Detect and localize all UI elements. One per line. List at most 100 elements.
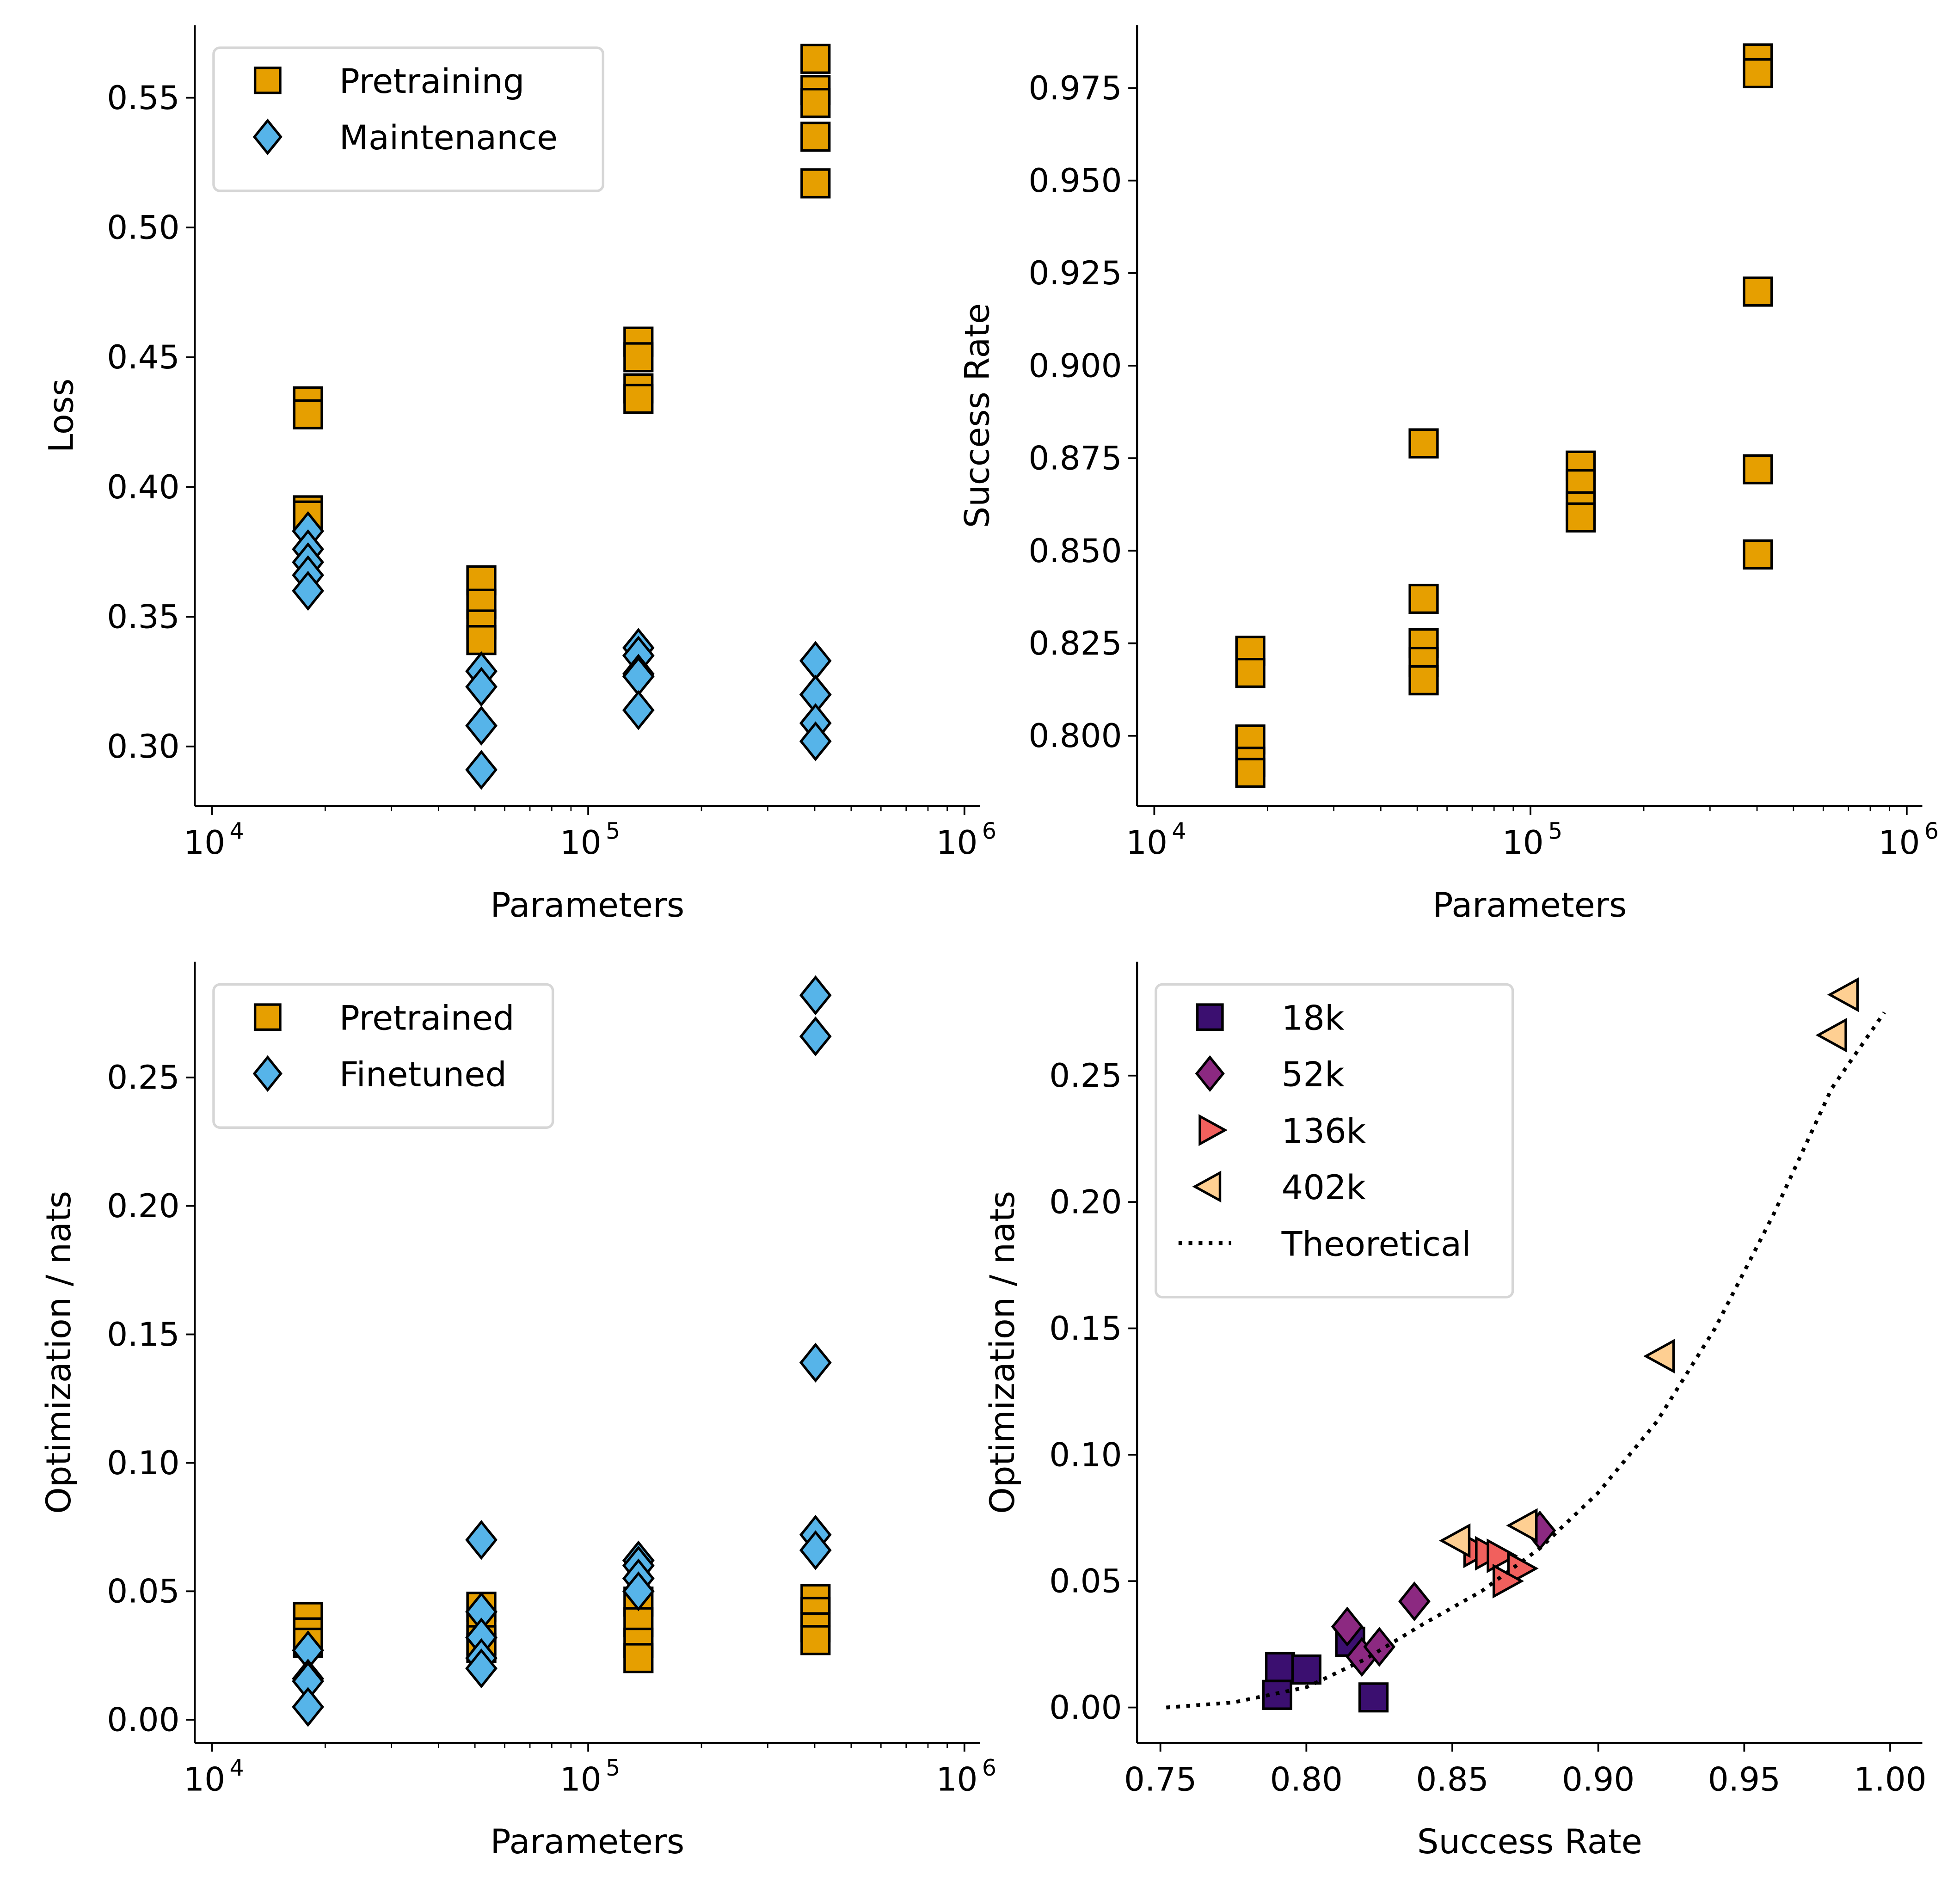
legend-label: Finetuned <box>339 1055 507 1095</box>
y-tick-label: 0.850 <box>1028 532 1122 570</box>
legend-marker-icon <box>252 1055 283 1092</box>
y-axis-label: Optimization / nats <box>983 1191 1022 1514</box>
chart-panel-br: 0.00 0.05 0.10 0.15 0.20 0.25 0.75 0.80 0.85 0.90… <box>983 962 1927 1862</box>
x-tick-label: 10 <box>184 823 225 862</box>
data-point <box>466 625 497 656</box>
data-point <box>465 705 498 746</box>
y-tick-label: 0.875 <box>1028 439 1122 478</box>
legend-label: Maintenance <box>339 118 558 158</box>
data-point <box>1331 1606 1364 1647</box>
data-point <box>1235 758 1266 788</box>
data-point <box>1363 1627 1396 1667</box>
legend-marker-icon <box>253 66 282 94</box>
y-tick-label: 0.55 <box>107 79 179 117</box>
y-tick-label: 0.950 <box>1028 161 1122 200</box>
y-tick-label: 0.10 <box>107 1444 179 1482</box>
series-theoretical <box>1166 1011 1886 1709</box>
data-point <box>799 1342 832 1383</box>
legend-marker-icon <box>1195 1055 1225 1092</box>
legend-box <box>212 46 605 192</box>
data-point <box>800 1625 831 1655</box>
x-axis-label: Parameters <box>1432 886 1627 925</box>
x-tick-label: 10 <box>184 1760 225 1798</box>
data-point <box>1743 454 1773 484</box>
x-tick-label: 10 <box>1879 823 1920 862</box>
y-tick-label: 0.40 <box>107 468 179 506</box>
y-axis-label: Optimization / nats <box>39 1191 79 1514</box>
y-tick-label: 0.25 <box>1049 1056 1122 1095</box>
series-pretrained <box>293 1584 831 1673</box>
legend-box <box>212 983 554 1129</box>
y-tick-label: 0.00 <box>107 1701 179 1739</box>
y-tick-label: 0.50 <box>107 208 179 247</box>
data-point <box>623 1643 654 1673</box>
x-axis-label: Success Rate <box>1417 1822 1642 1862</box>
data-point <box>1743 58 1773 89</box>
series-success-rate <box>1235 43 1773 788</box>
x-tick-label: 10 <box>560 823 602 862</box>
data-point <box>1235 658 1266 688</box>
y-tick-label: 0.20 <box>1049 1183 1122 1221</box>
x-tick-label: 10 <box>936 823 978 862</box>
x-tick-exponent: 4 <box>229 818 244 844</box>
y-tick-label: 0.975 <box>1028 69 1122 107</box>
data-point <box>800 88 831 118</box>
data-point <box>1566 502 1596 533</box>
data-point <box>1358 1682 1389 1713</box>
x-tick-exponent: 4 <box>229 1755 244 1781</box>
legend-marker-icon <box>1196 1003 1224 1031</box>
series-finetuned <box>292 975 832 1727</box>
x-axis-label: Parameters <box>490 1822 684 1862</box>
data-point <box>465 1648 498 1689</box>
x-tick-exponent: 4 <box>1172 818 1186 844</box>
legend: Pretrained Finetuned <box>212 983 554 1129</box>
data-point <box>800 122 831 152</box>
legend-box <box>1155 983 1514 1299</box>
legend-label: 402k <box>1282 1168 1366 1207</box>
data-point <box>1398 1581 1431 1622</box>
y-tick-label: 0.825 <box>1028 624 1122 662</box>
y-tick-label: 0.925 <box>1028 254 1122 292</box>
data-point <box>622 656 655 697</box>
data-point <box>1408 583 1439 614</box>
y-tick-label: 0.900 <box>1028 346 1122 385</box>
legend-label: 18k <box>1282 999 1345 1038</box>
data-point <box>1439 1523 1471 1558</box>
data-point <box>623 384 654 414</box>
data-point <box>622 690 655 730</box>
x-tick-label: 0.80 <box>1270 1760 1343 1798</box>
y-tick-label: 0.15 <box>1049 1309 1122 1348</box>
y-tick-label: 0.30 <box>107 727 179 766</box>
data-point <box>1827 977 1859 1012</box>
data-point <box>1506 1508 1538 1543</box>
y-tick-label: 0.05 <box>107 1572 179 1611</box>
x-tick-exponent: 6 <box>1924 818 1939 844</box>
x-tick-label: 1.00 <box>1854 1760 1926 1798</box>
data-point <box>1643 1339 1675 1374</box>
y-tick-label: 0.800 <box>1028 717 1122 755</box>
data-point <box>800 168 831 199</box>
x-tick-exponent: 6 <box>982 1755 996 1781</box>
series-52k <box>1331 1510 1556 1677</box>
data-point <box>1291 1654 1321 1685</box>
data-point <box>799 641 832 681</box>
data-point <box>1815 1017 1847 1053</box>
data-point <box>465 750 498 790</box>
x-tick-exponent: 5 <box>606 818 620 844</box>
data-point <box>465 1520 498 1560</box>
data-point <box>799 975 832 1016</box>
x-tick-label: 10 <box>560 1760 602 1798</box>
data-point <box>800 43 831 74</box>
y-tick-label: 0.45 <box>107 338 179 376</box>
series-136k <box>1463 1533 1539 1599</box>
legend: 18k 52k 136k 402k Theoretical <box>1155 983 1514 1299</box>
data-point <box>622 1571 655 1611</box>
x-axis-label: Parameters <box>490 886 684 925</box>
y-tick-label: 0.15 <box>107 1315 179 1354</box>
legend-label: Pretrained <box>339 999 515 1038</box>
legend-marker-icon <box>252 118 283 155</box>
data-point <box>292 570 325 611</box>
x-tick-label: 0.85 <box>1416 1760 1488 1798</box>
